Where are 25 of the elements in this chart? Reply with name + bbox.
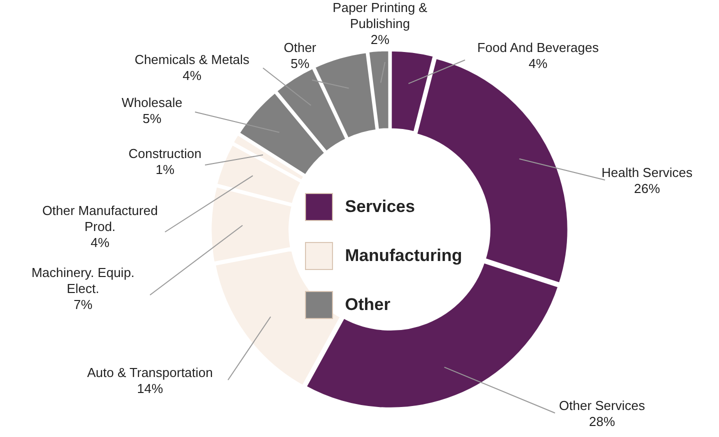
slice-label: Other Services (559, 398, 646, 414)
data-label: 28% (588, 414, 616, 430)
data-label: 5% (290, 56, 310, 72)
text: Services (345, 197, 415, 217)
slice-label: Other (284, 40, 317, 56)
slice-label: Auto & Transportation (87, 365, 213, 380)
slice-label: Construction (128, 146, 202, 162)
data-label: 14% (136, 381, 164, 396)
data-label: 2% (370, 32, 390, 48)
text: Other (345, 295, 390, 315)
data-label: 4% (90, 235, 110, 250)
data-label: 26% (634, 181, 660, 196)
slice-label: Other Manufactured Prod. (42, 203, 158, 234)
slice-label: Chemicals & Metals (134, 52, 250, 68)
data-label: 1% (156, 162, 175, 178)
data-label: 4% (182, 68, 202, 84)
text: Manufacturing (345, 246, 462, 266)
slice-label: Health Services (601, 165, 694, 180)
data-label: 7% (74, 297, 93, 312)
data-label: 4% (528, 56, 548, 72)
slice-label: Wholesale (122, 95, 182, 110)
slice-label: Food And Beverages (477, 40, 600, 56)
slice-label: Paper Printing & Publishing (332, 0, 428, 32)
data-label: 5% (142, 111, 162, 126)
slice-label: Machinery. Equip. Elect. (31, 265, 135, 296)
